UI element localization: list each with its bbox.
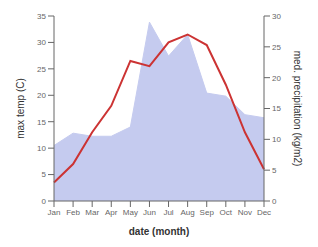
svg-text:Feb: Feb (66, 208, 80, 217)
svg-text:35: 35 (37, 12, 46, 21)
svg-text:Mar: Mar (85, 208, 99, 217)
svg-text:Jul: Jul (163, 208, 173, 217)
svg-text:Sep: Sep (200, 208, 215, 217)
svg-text:25: 25 (37, 65, 46, 74)
svg-text:Jun: Jun (143, 208, 156, 217)
svg-text:5: 5 (272, 166, 277, 175)
svg-text:date (month): date (month) (129, 226, 190, 237)
svg-text:20: 20 (37, 91, 46, 100)
svg-text:max temp (C): max temp (C) (15, 78, 26, 139)
svg-text:10: 10 (272, 135, 281, 144)
svg-text:Dec: Dec (257, 208, 271, 217)
svg-text:25: 25 (272, 43, 281, 52)
svg-text:Jan: Jan (48, 208, 61, 217)
svg-text:5: 5 (42, 170, 47, 179)
svg-text:30: 30 (37, 38, 46, 47)
svg-text:med. precipitation (kg/m2): med. precipitation (kg/m2) (292, 51, 303, 167)
svg-text:Nov: Nov (238, 208, 252, 217)
svg-text:May: May (123, 208, 138, 217)
svg-text:15: 15 (272, 104, 281, 113)
svg-text:10: 10 (37, 144, 46, 153)
svg-text:Apr: Apr (105, 208, 118, 217)
svg-text:Aug: Aug (181, 208, 195, 217)
svg-text:0: 0 (272, 197, 277, 206)
svg-text:0: 0 (42, 197, 47, 206)
svg-text:20: 20 (272, 74, 281, 83)
svg-text:15: 15 (37, 118, 46, 127)
svg-text:Oct: Oct (220, 208, 233, 217)
svg-text:30: 30 (272, 12, 281, 21)
